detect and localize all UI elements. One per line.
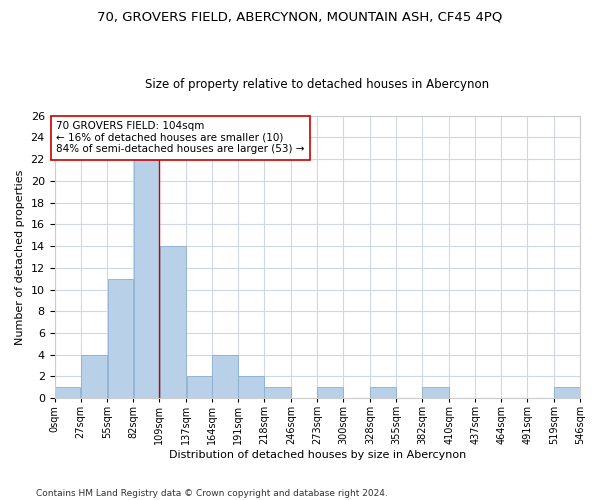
Title: Size of property relative to detached houses in Abercynon: Size of property relative to detached ho… (145, 78, 490, 91)
Text: Contains HM Land Registry data © Crown copyright and database right 2024.: Contains HM Land Registry data © Crown c… (36, 488, 388, 498)
Bar (422, 388, 449, 398)
Y-axis label: Number of detached properties: Number of detached properties (15, 170, 25, 344)
Bar (55, 388, 80, 398)
Bar (80, 354, 107, 398)
Bar (212, 354, 238, 398)
Bar (134, 159, 159, 398)
Bar (187, 376, 212, 398)
Bar (160, 246, 186, 398)
Bar (107, 278, 133, 398)
Bar (554, 388, 580, 398)
Bar (265, 388, 291, 398)
Text: 70 GROVERS FIELD: 104sqm
← 16% of detached houses are smaller (10)
84% of semi-d: 70 GROVERS FIELD: 104sqm ← 16% of detach… (56, 121, 305, 154)
Bar (370, 388, 396, 398)
Bar (238, 376, 264, 398)
X-axis label: Distribution of detached houses by size in Abercynon: Distribution of detached houses by size … (169, 450, 466, 460)
Text: 70, GROVERS FIELD, ABERCYNON, MOUNTAIN ASH, CF45 4PQ: 70, GROVERS FIELD, ABERCYNON, MOUNTAIN A… (97, 10, 503, 23)
Bar (317, 388, 343, 398)
